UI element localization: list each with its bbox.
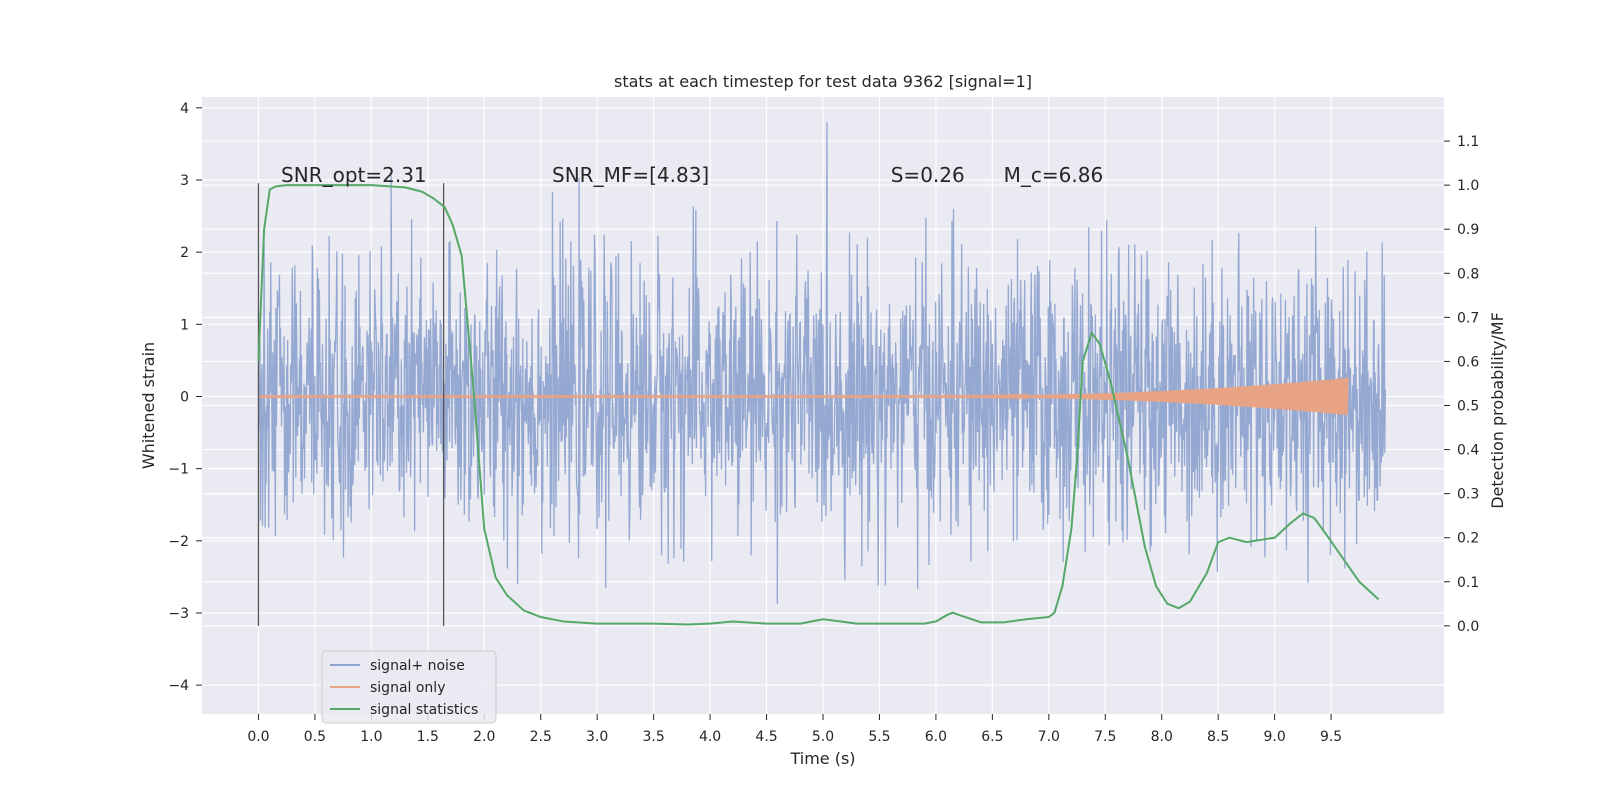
legend-entry: signal statistics xyxy=(370,702,478,718)
x-tick-label: 6.0 xyxy=(925,729,947,745)
series-signal-statistics xyxy=(257,184,1380,626)
legend-entry: signal+ noise xyxy=(370,658,465,674)
y2-tick-label: 0.0 xyxy=(1457,619,1479,635)
y2-tick-label: 0.4 xyxy=(1457,443,1479,459)
x-tick-label: 2.0 xyxy=(473,729,495,745)
x-tick-label: 1.0 xyxy=(360,729,382,745)
line-signal-statistics xyxy=(257,184,1380,626)
y-tick-label: 2 xyxy=(180,245,189,261)
line-signal-only xyxy=(257,377,1349,416)
y2-tick-label: 0.8 xyxy=(1457,266,1479,282)
x-tick-label: 8.0 xyxy=(1151,729,1173,745)
y2-tick-label: 0.5 xyxy=(1457,399,1479,415)
y-tick-label: 3 xyxy=(180,173,189,189)
x-tick-label: 5.0 xyxy=(812,729,834,745)
annotation: SNR_opt=2.31 xyxy=(281,163,427,187)
y2-tick-label: 0.9 xyxy=(1457,222,1479,238)
y2-tick-label: 0.6 xyxy=(1457,354,1479,370)
annotation: M_c=6.86 xyxy=(1004,163,1104,187)
legend-entry: signal only xyxy=(370,680,445,696)
x-tick-label: 9.0 xyxy=(1264,729,1286,745)
line-signal-noise xyxy=(257,122,1386,604)
x-tick-label: 3.5 xyxy=(643,729,665,745)
y-tick-label: −3 xyxy=(168,606,189,622)
y2-tick-label: 1.1 xyxy=(1457,134,1479,150)
x-tick-label: 8.5 xyxy=(1207,729,1229,745)
x-tick-label: 0.5 xyxy=(304,729,326,745)
y-axis-ticks: 4 3 2 1 0 −1 −2 −3 −4 xyxy=(168,101,202,694)
x-tick-label: 7.0 xyxy=(1038,729,1060,745)
x-tick-label: 4.5 xyxy=(755,729,777,745)
x-tick-label: 2.5 xyxy=(530,729,552,745)
legend: signal+ noise signal only signal statistic… xyxy=(321,650,497,724)
legend-box xyxy=(321,650,497,724)
annotation: S=0.26 xyxy=(891,163,965,187)
y-tick-label: −1 xyxy=(168,462,189,478)
x-axis-label: Time (s) xyxy=(789,749,855,768)
x-tick-label: 7.5 xyxy=(1094,729,1116,745)
y-tick-label: 0 xyxy=(180,389,189,405)
y2-tick-label: 0.2 xyxy=(1457,531,1479,547)
y2-tick-label: 0.3 xyxy=(1457,487,1479,503)
y-tick-label: 4 xyxy=(180,101,189,117)
x-axis-ticks: 0.0 0.5 1.0 1.5 2.0 2.5 3.0 3.5 4.0 4.5 5.0 5.5 6.0 6… xyxy=(247,714,1342,745)
annotations: SNR_opt=2.31 SNR_MF=[4.83] S=0.26 M_c=6.86 xyxy=(281,163,1103,187)
x-tick-label: 1.5 xyxy=(417,729,439,745)
y-tick-label: −4 xyxy=(168,678,189,694)
x-tick-label: 3.0 xyxy=(586,729,608,745)
x-tick-label: 4.0 xyxy=(699,729,721,745)
series-signal-only xyxy=(257,377,1349,416)
y2-tick-label: 0.1 xyxy=(1457,575,1479,591)
y2-tick-label: 1.0 xyxy=(1457,178,1479,194)
y2-tick-label: 0.7 xyxy=(1457,310,1479,326)
vertical-markers xyxy=(257,183,445,626)
chart-title: stats at each timestep for test data 936… xyxy=(614,72,1032,91)
series-signal-noise xyxy=(257,122,1386,604)
y2-axis-ticks: 1.1 1.0 0.9 0.8 0.7 0.6 0.5 0.4 0.3 0.2 0.1 0.0 xyxy=(1444,134,1479,635)
annotation: SNR_MF=[4.83] xyxy=(552,163,709,187)
x-tick-label: 0.0 xyxy=(247,729,269,745)
y-axis-label: Whitened strain xyxy=(139,342,158,469)
x-tick-label: 9.5 xyxy=(1320,729,1342,745)
x-tick-label: 6.5 xyxy=(981,729,1003,745)
y-tick-label: −2 xyxy=(168,534,189,550)
y2-axis-label: Detection probability/MF xyxy=(1488,312,1507,509)
y-tick-label: 1 xyxy=(180,317,189,333)
x-tick-label: 5.5 xyxy=(868,729,890,745)
